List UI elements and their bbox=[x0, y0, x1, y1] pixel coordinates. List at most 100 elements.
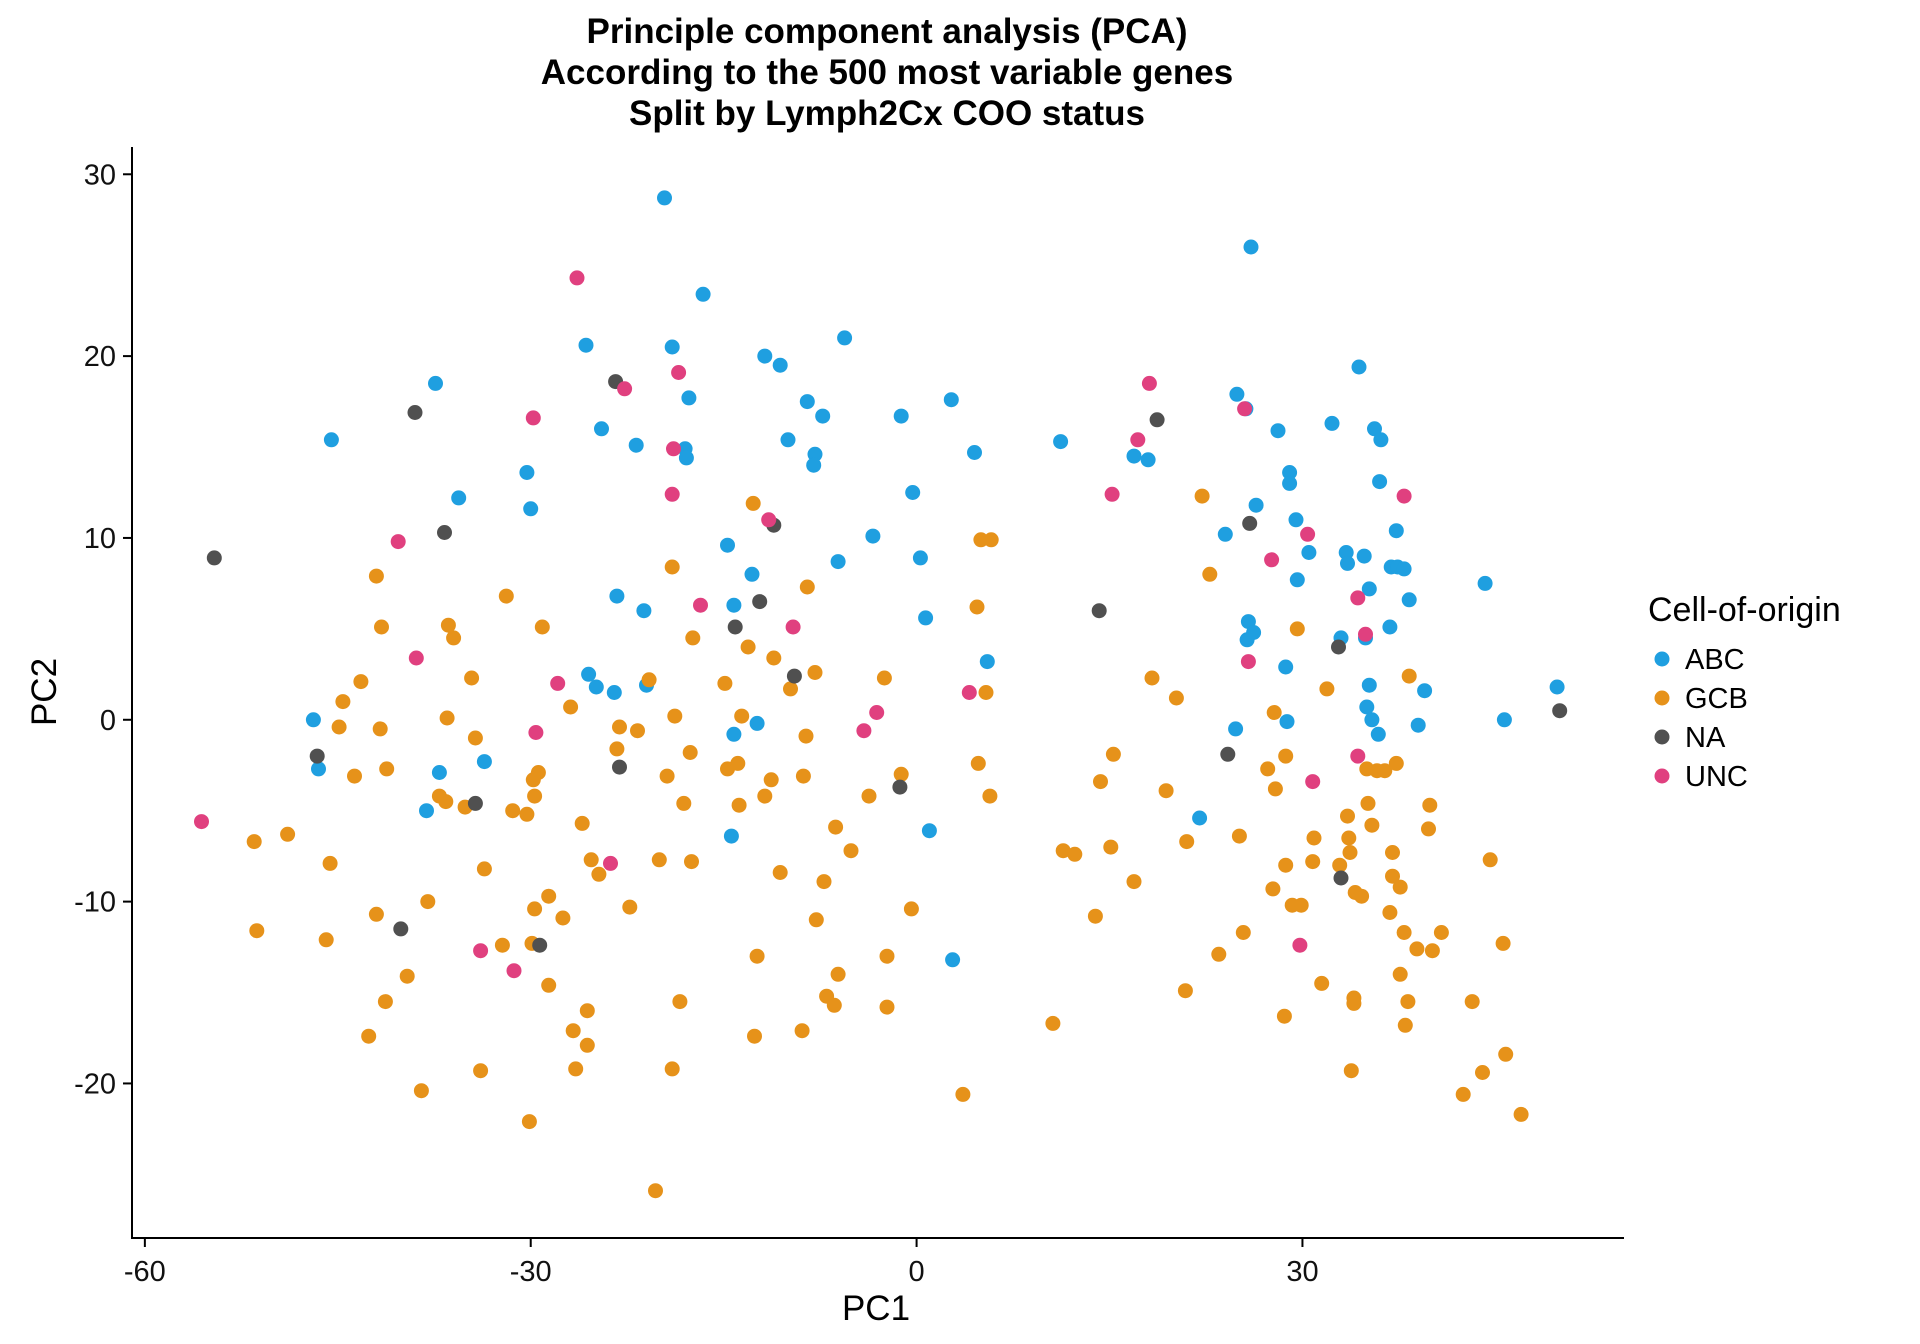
point-gcb bbox=[525, 772, 541, 788]
point-abc bbox=[664, 339, 680, 355]
point-abc bbox=[921, 823, 937, 839]
point-gcb bbox=[651, 852, 667, 868]
point-gcb bbox=[420, 894, 436, 910]
point-abc bbox=[431, 765, 447, 780]
point-gcb bbox=[783, 681, 798, 697]
point-gcb bbox=[574, 815, 590, 831]
point-gcb bbox=[1392, 966, 1408, 982]
point-abc bbox=[744, 566, 760, 582]
point-abc bbox=[1549, 679, 1565, 695]
point-unc bbox=[506, 963, 522, 979]
y-tick-label: 10 bbox=[84, 523, 116, 555]
point-gcb bbox=[1306, 830, 1322, 846]
point-gcb bbox=[1211, 946, 1227, 962]
point-abc bbox=[806, 457, 822, 473]
point-abc bbox=[1301, 545, 1317, 560]
point-gcb bbox=[446, 630, 462, 646]
point-na bbox=[206, 550, 222, 566]
point-abc bbox=[945, 952, 961, 968]
point-abc bbox=[1289, 572, 1305, 588]
legend-entries: ABC GCB NA UNC bbox=[1654, 644, 1748, 793]
point-gcb bbox=[1464, 994, 1480, 1010]
point-abc bbox=[837, 330, 853, 346]
point-gcb bbox=[1421, 821, 1436, 837]
point-abc bbox=[636, 603, 652, 619]
point-gcb bbox=[322, 855, 338, 871]
point-gcb bbox=[1168, 690, 1184, 706]
point-abc bbox=[905, 485, 921, 500]
y-tick-label: 0 bbox=[100, 705, 116, 737]
point-gcb bbox=[676, 795, 692, 811]
point-unc bbox=[961, 685, 977, 700]
point-gcb bbox=[1314, 975, 1330, 991]
x-tick-label: 30 bbox=[1286, 1256, 1318, 1288]
point-gcb bbox=[1341, 830, 1357, 846]
point-gcb bbox=[494, 937, 510, 953]
point-abc bbox=[609, 588, 625, 604]
legend-label-na: NA bbox=[1685, 722, 1726, 754]
point-gcb bbox=[664, 559, 680, 575]
point-unc bbox=[1141, 375, 1157, 391]
point-gcb bbox=[876, 670, 892, 686]
point-gcb bbox=[498, 588, 514, 604]
point-abc bbox=[1372, 474, 1388, 490]
point-gcb bbox=[476, 861, 492, 877]
point-gcb bbox=[1498, 1046, 1514, 1062]
point-na bbox=[727, 619, 743, 635]
point-gcb bbox=[1409, 941, 1425, 957]
point-gcb bbox=[730, 755, 746, 771]
point-gcb bbox=[521, 1114, 537, 1130]
point-abc bbox=[749, 715, 765, 731]
point-na bbox=[437, 525, 452, 540]
point-abc bbox=[1270, 423, 1286, 439]
point-gcb bbox=[1424, 943, 1440, 959]
legend-label-abc: ABC bbox=[1685, 644, 1745, 676]
point-abc bbox=[1361, 677, 1377, 693]
chart-title-line-2: According to the 500 most variable genes bbox=[541, 53, 1233, 92]
x-tick-label: -30 bbox=[510, 1256, 552, 1288]
point-gcb bbox=[583, 852, 599, 868]
point-gcb bbox=[747, 1028, 762, 1044]
point-unc bbox=[1264, 552, 1280, 568]
point-abc bbox=[594, 421, 609, 437]
point-na bbox=[786, 668, 802, 684]
point-gcb bbox=[830, 966, 846, 982]
point-unc bbox=[671, 365, 687, 380]
point-gcb bbox=[772, 865, 788, 880]
point-gcb bbox=[1235, 925, 1251, 940]
point-abc bbox=[305, 712, 321, 728]
point-gcb bbox=[1346, 995, 1362, 1011]
point-abc bbox=[1410, 717, 1426, 733]
point-gcb bbox=[1392, 879, 1408, 895]
y-tick-label: 20 bbox=[84, 341, 116, 373]
point-gcb bbox=[467, 730, 483, 746]
point-gcb bbox=[1319, 681, 1335, 697]
point-abc bbox=[628, 437, 644, 453]
point-gcb bbox=[565, 1023, 581, 1039]
point-abc bbox=[1324, 415, 1340, 431]
point-gcb bbox=[1267, 781, 1283, 797]
point-gcb bbox=[1343, 1063, 1359, 1079]
point-gcb bbox=[1177, 983, 1193, 999]
point-abc bbox=[1351, 359, 1367, 375]
point-gcb bbox=[438, 794, 454, 810]
point-abc bbox=[772, 357, 788, 373]
point-gcb bbox=[766, 650, 782, 666]
point-unc bbox=[1305, 774, 1321, 790]
point-abc bbox=[578, 337, 594, 353]
point-abc bbox=[1401, 592, 1417, 608]
point-abc bbox=[1288, 512, 1304, 528]
point-gcb bbox=[505, 803, 521, 819]
point-abc bbox=[1396, 561, 1412, 577]
y-tick-label: -10 bbox=[74, 887, 116, 919]
point-gcb bbox=[861, 788, 877, 804]
point-gcb bbox=[1289, 621, 1305, 637]
point-na bbox=[393, 921, 409, 937]
point-abc bbox=[1370, 726, 1386, 742]
point-gcb bbox=[1144, 670, 1160, 686]
point-abc bbox=[943, 392, 959, 408]
point-gcb bbox=[1126, 874, 1142, 890]
point-gcb bbox=[1397, 1017, 1413, 1033]
point-gcb bbox=[591, 866, 607, 882]
